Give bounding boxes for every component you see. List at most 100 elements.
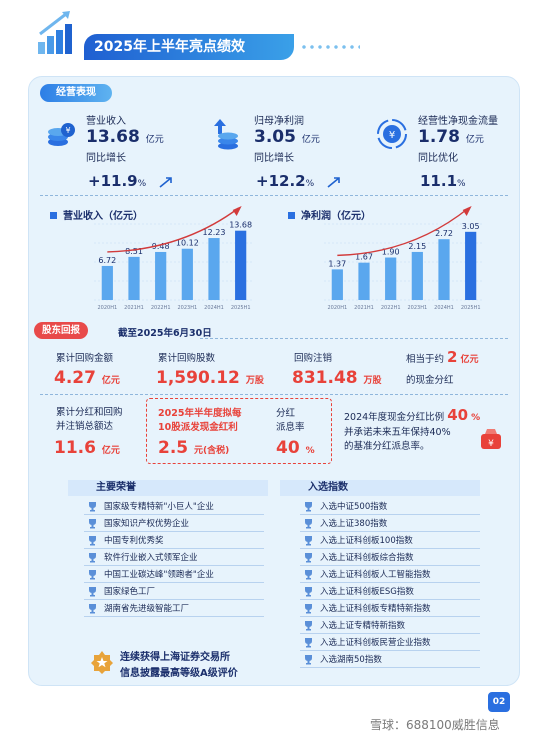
svg-text:¥: ¥	[488, 439, 494, 449]
data-label: 13.68	[229, 221, 252, 230]
honor-item-label: 国家知识产权优势企业	[104, 519, 190, 529]
data-label: 12.23	[203, 228, 226, 237]
net-profit-bar-chart: 1.37 2020H1 1.67 2021H1 1.90 2022H1 2.15 2023H1…	[324, 206, 484, 311]
index-item-label: 入选湖南50指数	[320, 655, 382, 665]
trend-arrow	[337, 207, 470, 257]
honor-item-label: 中国专利优秀奖	[104, 536, 164, 546]
index-item: 入选上证科创板专精特新指数	[300, 602, 480, 617]
index-item-label: 入选上证科创板民营企业指数	[320, 638, 431, 648]
x-tick-label: 2022H1	[381, 305, 401, 311]
metric-cash-flow: 经营性净现金流量 1.78 亿元 同比优化	[418, 116, 498, 164]
buyback-cancel-label: 回购注销	[294, 353, 333, 364]
honor-item: 软件行业嵌入式领军企业	[84, 551, 264, 566]
honor-item-label: 湖南省先进级智能工厂	[104, 604, 190, 614]
index-item: 入选上证科创板民营企业指数	[300, 636, 480, 651]
dividend-ratio-line-3: 的基准分红派息率。	[344, 441, 430, 452]
dividend-plan-value: 2.5 元(含税)	[158, 438, 230, 458]
metric-cash-flow-change: 11.1%	[420, 172, 466, 190]
metric-revenue: 营业收入 13.68 亿元 同比增长	[86, 116, 164, 164]
data-label: 2.72	[435, 229, 453, 238]
coin-stack-icon: ¥	[48, 123, 75, 146]
arrow-up-right-icon	[159, 176, 173, 188]
trophy-icon	[305, 587, 312, 597]
data-label: 1.37	[328, 259, 346, 268]
indices-heading: 入选指数	[280, 480, 480, 496]
section-label-operations: 经营表现	[40, 84, 112, 102]
award-badge-icon	[91, 651, 113, 674]
trophy-icon	[89, 536, 96, 546]
x-tick-label: 2024H1	[204, 305, 224, 311]
index-item-label: 入选上证科创板综合指数	[320, 553, 414, 563]
metric-net-profit-growth: +12.2%	[256, 170, 341, 190]
index-item-label: 入选上证科创板ESG指数	[320, 587, 414, 597]
arrow-up-right-icon	[327, 176, 341, 188]
buyback-cancel-value: 831.48 万股	[292, 368, 382, 388]
bar-2021H1	[128, 256, 140, 300]
payout-label-1: 分红	[276, 408, 296, 419]
metric-revenue-growth: +11.9%	[88, 170, 173, 190]
index-item-label: 入选上证科创板100指数	[320, 536, 413, 546]
honor-item: 中国工业碳达峰"领跑者"企业	[84, 568, 264, 583]
honor-item: 国家级专精特新"小巨人"企业	[84, 500, 264, 515]
bar-2023H1	[181, 248, 193, 300]
honor-item-label: 中国工业碳达峰"领跑者"企业	[104, 570, 214, 580]
chart-title-revenue: 营业收入（亿元）	[50, 207, 143, 222]
buyback-amount-value: 4.27 亿元	[54, 368, 120, 388]
section-divider	[40, 394, 508, 395]
dividend-ratio-line-2: 并承诺未来五年保持40%	[344, 427, 451, 438]
honor-item-label: 国家绿色工厂	[104, 587, 156, 597]
data-label: 10.12	[176, 239, 199, 248]
honor-item-label: 软件行业嵌入式领军企业	[104, 553, 198, 563]
dividend-ratio-line-1: 2024年度现金分红比例 40 %	[344, 406, 481, 424]
bar-2021H1	[358, 262, 370, 300]
index-item: 入选上证专精特新指数	[300, 619, 480, 634]
svg-text:¥: ¥	[65, 126, 70, 135]
trophy-icon	[305, 621, 312, 631]
trophy-icon	[89, 604, 96, 614]
x-tick-label: 2025H1	[461, 305, 481, 311]
profit-upload-icon	[214, 119, 238, 150]
content-panel	[28, 76, 520, 686]
honor-item-label: 国家级专精特新"小巨人"企业	[104, 502, 214, 512]
data-label: 1.90	[382, 248, 400, 257]
decorative-dots	[300, 44, 360, 50]
dividend-plan-line-1: 2025年半年度拟每	[158, 408, 242, 419]
section-divider	[200, 338, 508, 339]
trophy-icon	[305, 638, 312, 648]
x-tick-label: 2021H1	[354, 305, 374, 311]
trophy-icon	[305, 553, 312, 563]
index-item-label: 入选上证科创板人工智能指数	[320, 570, 431, 580]
x-tick-label: 2024H1	[434, 305, 454, 311]
honors-heading: 主要荣誉	[68, 480, 268, 496]
data-label: 8.51	[125, 247, 143, 256]
trophy-icon	[89, 553, 96, 563]
metric-net-profit: 归母净利润 3.05 亿元 同比增长	[254, 116, 320, 164]
index-item: 入选上证380指数	[300, 517, 480, 532]
honor-item: 国家知识产权优势企业	[84, 517, 264, 532]
page-title: 2025年上半年亮点绩效	[84, 34, 294, 60]
bar-2025H1	[465, 231, 477, 300]
trophy-icon	[305, 604, 312, 614]
x-tick-label: 2022H1	[151, 305, 171, 311]
total-return-label-2: 并注销总额达	[56, 421, 114, 432]
trend-arrow-head	[232, 206, 242, 216]
index-item: 入选中证500指数	[300, 500, 480, 515]
as-of-date: 截至2025年6月30日	[118, 328, 212, 339]
money-bag-icon: ¥	[481, 429, 501, 449]
total-return-value: 11.6 亿元	[54, 438, 120, 458]
trophy-icon	[89, 502, 96, 512]
x-tick-label: 2021H1	[124, 305, 144, 311]
index-item: 入选上证科创板ESG指数	[300, 585, 480, 600]
revenue-bar-chart: 6.72 2020H1 8.51 2021H1 9.48 2022H1 10.12 2023H…	[94, 206, 254, 311]
trophy-icon	[305, 570, 312, 580]
svg-text:¥: ¥	[389, 130, 395, 141]
trophy-icon	[89, 519, 96, 529]
trophy-icon	[305, 502, 312, 512]
x-tick-label: 2020H1	[97, 305, 117, 311]
shareholder-return-tag: 股东回报	[34, 322, 89, 339]
payout-label-2: 派息率	[276, 422, 305, 433]
honors-footer-2: 信息披露最高等级A级评价	[120, 668, 238, 679]
equiv-dividend-suffix: 的现金分红	[406, 375, 454, 386]
section-divider	[40, 195, 508, 196]
cash-flow-icon: ¥	[377, 119, 407, 149]
